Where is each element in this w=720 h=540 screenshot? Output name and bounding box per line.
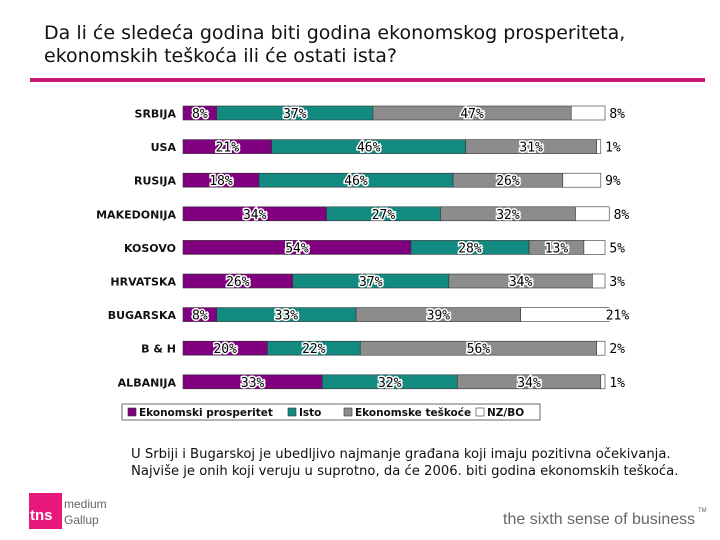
data-label-isto-kosovo: 28% — [458, 241, 482, 256]
category-label-kosovo: KOSOVO — [124, 242, 176, 255]
bar-nz-bo-usa — [596, 139, 602, 154]
legend-box — [121, 403, 541, 421]
data-label-isto-usa: 46% — [357, 141, 381, 156]
data-label-nz-bo-makedonija: 8% — [614, 208, 630, 223]
data-label-ekonomske-te-ko-e-usa: 31% — [519, 141, 543, 156]
data-label-isto-albanija: 32% — [378, 376, 402, 391]
data-label-isto-makedonija: 27% — [372, 208, 396, 223]
data-label-isto-rusija: 46% — [344, 174, 368, 189]
data-label-ekonomske-te-ko-e-rusija: 26% — [496, 174, 520, 189]
data-label-nz-bo-albanija: 1% — [609, 376, 625, 391]
tns-logo-mark — [29, 493, 62, 529]
data-label-isto-b-h: 22% — [302, 342, 326, 357]
data-label-isto-hrvatska: 37% — [359, 275, 383, 290]
legend-label-nz-bo: NZ/BO — [487, 407, 524, 419]
data-label-ekonomski-prosperitet-bugarska: 8% — [192, 309, 208, 324]
bar-nz-bo-bugarska — [520, 307, 610, 322]
category-label-rusija: RUSIJA — [134, 175, 177, 188]
data-label-ekonomski-prosperitet-makedonija: 34% — [243, 208, 267, 223]
data-label-ekonomski-prosperitet-hrvatska: 26% — [226, 275, 250, 290]
stacked-bar-chart: SRBIJA 8% 37% 47% 8% USA 21% 46% 31% 1% RUSIJA 18% 4… — [96, 105, 631, 421]
data-label-ekonomski-prosperitet-b-h: 20% — [213, 342, 237, 357]
legend-label-ekonomski-prosperitet: Ekonomski prosperitet — [139, 407, 273, 419]
data-label-nz-bo-bugarska: 21% — [606, 309, 630, 324]
company-name-line1: medium — [64, 497, 107, 511]
bar-nz-bo-makedonija — [575, 206, 610, 222]
data-label-isto-bugarska: 33% — [275, 309, 299, 324]
legend-swatch-ekonomske-te-ko-e — [343, 407, 353, 417]
bar-nz-bo-albanija — [600, 374, 606, 390]
tns-logo-text: tns — [30, 507, 53, 524]
data-label-ekonomske-te-ko-e-makedonija: 32% — [496, 208, 520, 223]
legend-swatch-ekonomski-prosperitet — [127, 407, 137, 417]
category-label-albanija: ALBANIJA — [118, 376, 177, 389]
legend-swatch-nz-bo — [475, 407, 485, 417]
category-label-hrvatska: HRVATSKA — [110, 276, 176, 289]
legend-swatch-isto — [287, 407, 297, 417]
data-label-ekonomski-prosperitet-kosovo: 54% — [285, 241, 309, 256]
category-label-b-h: B & H — [141, 343, 176, 356]
data-label-ekonomske-te-ko-e-srbija: 47% — [460, 107, 484, 122]
category-label-makedonija: MAKEDONIJA — [96, 208, 176, 221]
category-label-bugarska: BUGARSKA — [108, 309, 177, 322]
tagline: the sixth sense of business — [503, 511, 696, 528]
bar-nz-bo-b-h — [596, 340, 606, 356]
bar-nz-bo-rusija — [562, 172, 602, 188]
legend-label-isto: Isto — [299, 407, 321, 419]
data-label-ekonomske-te-ko-e-kosovo: 13% — [545, 241, 569, 256]
data-label-isto-srbija: 37% — [283, 107, 307, 122]
data-label-ekonomske-te-ko-e-b-h: 56% — [467, 342, 491, 357]
bar-nz-bo-kosovo — [583, 240, 606, 255]
bar-nz-bo-srbija — [570, 105, 606, 121]
footnote: U Srbiji i Bugarskoj je ubedljivo najman… — [131, 447, 679, 479]
data-label-ekonomske-te-ko-e-hrvatska: 34% — [509, 275, 533, 290]
data-label-nz-bo-rusija: 9% — [605, 174, 621, 189]
data-label-nz-bo-kosovo: 5% — [609, 241, 625, 256]
title-underline — [30, 78, 705, 82]
data-label-nz-bo-hrvatska: 3% — [609, 275, 625, 290]
category-label-srbija: SRBIJA — [135, 108, 177, 121]
data-label-ekonomski-prosperitet-usa: 21% — [216, 141, 240, 156]
data-label-ekonomski-prosperitet-srbija: 8% — [192, 107, 208, 122]
company-name: medium Gallup — [64, 496, 107, 528]
data-label-nz-bo-usa: 1% — [605, 141, 621, 156]
data-label-ekonomski-prosperitet-albanija: 33% — [241, 376, 265, 391]
chart-title: Da li će sledeća godina biti godina ekon… — [44, 22, 626, 67]
data-label-ekonomske-te-ko-e-albanija: 34% — [517, 376, 541, 391]
company-name-line2: Gallup — [64, 513, 99, 527]
category-label-usa: USA — [151, 141, 177, 154]
bar-nz-bo-hrvatska — [592, 273, 606, 289]
legend-label-ekonomske-te-ko-e: Ekonomske teškoće — [355, 407, 471, 419]
data-label-nz-bo-srbija: 8% — [609, 107, 625, 122]
data-label-ekonomske-te-ko-e-bugarska: 39% — [427, 309, 451, 324]
data-label-ekonomski-prosperitet-rusija: 18% — [209, 174, 233, 189]
data-label-nz-bo-b-h: 2% — [609, 342, 625, 357]
tagline-trademark: TM — [698, 508, 707, 514]
